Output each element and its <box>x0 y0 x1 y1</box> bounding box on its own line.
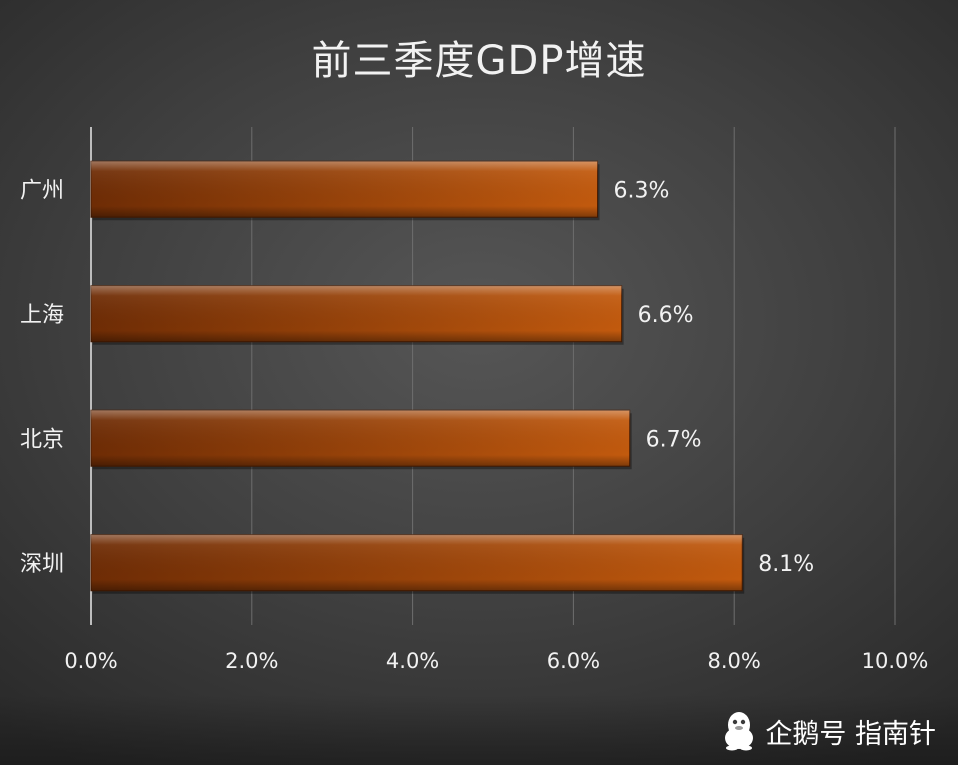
category-label: 深圳 <box>20 552 64 577</box>
watermark: 企鹅号 指南针 <box>723 710 936 752</box>
x-tick-label: 4.0% <box>386 649 439 673</box>
bar-bevel <box>91 161 598 218</box>
bar-bevel <box>91 285 622 342</box>
qq-penguin-icon <box>723 711 755 751</box>
watermark-text: 企鹅号 指南针 <box>765 718 936 750</box>
x-tick-label: 2.0% <box>225 649 278 673</box>
x-tick-label: 6.0% <box>547 649 600 673</box>
value-label: 6.6% <box>638 303 694 328</box>
value-label: 6.7% <box>646 427 702 452</box>
value-label: 6.3% <box>614 178 670 203</box>
x-tick-label: 0.0% <box>64 649 117 673</box>
category-label: 上海 <box>20 303 64 328</box>
footer-band <box>0 695 958 765</box>
value-label: 8.1% <box>758 552 814 577</box>
x-tick-label: 8.0% <box>708 649 761 673</box>
chart-title: 前三季度GDP增速 <box>311 38 647 84</box>
category-label: 北京 <box>20 427 64 452</box>
x-tick-label: 10.0% <box>862 649 929 673</box>
bar-bevel <box>91 410 630 467</box>
category-label: 广州 <box>20 178 64 203</box>
bar-bevel <box>91 534 743 591</box>
